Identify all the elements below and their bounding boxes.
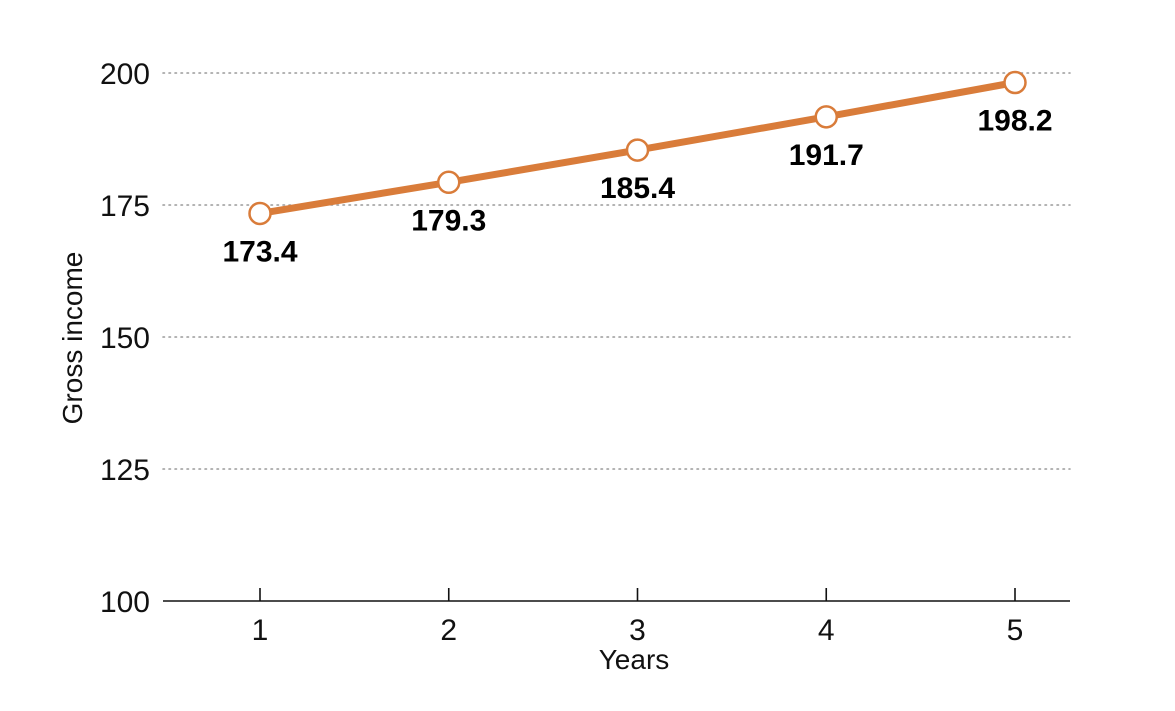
y-tick-label: 100 <box>100 586 150 619</box>
y-tick-label: 175 <box>100 190 150 223</box>
y-tick-label: 125 <box>100 454 150 487</box>
data-label: 185.4 <box>600 172 675 205</box>
x-tick-label: 5 <box>1007 614 1024 647</box>
data-labels: 173.4 179.3 185.4 191.7 198.2 <box>222 105 1052 269</box>
x-axis: 1 2 3 4 5 <box>163 588 1070 647</box>
x-axis-title: Years <box>599 644 670 675</box>
y-axis-ticks: 100 125 150 175 200 <box>100 58 150 619</box>
x-tick-label: 2 <box>440 614 457 647</box>
data-label: 191.7 <box>789 139 864 172</box>
y-axis-title: Gross income <box>57 252 88 425</box>
x-tick-label: 4 <box>818 614 835 647</box>
series-markers <box>248 70 1027 226</box>
data-point-marker <box>625 138 650 162</box>
x-tick-label: 3 <box>629 614 646 647</box>
y-tick-label: 150 <box>100 322 150 355</box>
data-label: 198.2 <box>977 105 1052 138</box>
data-point-marker <box>437 170 461 195</box>
data-point-marker <box>814 105 838 129</box>
data-label: 179.3 <box>411 204 486 237</box>
data-label: 173.4 <box>222 235 297 268</box>
data-point-marker <box>1003 70 1027 95</box>
gridlines <box>162 72 1071 470</box>
x-tick-label: 1 <box>252 614 269 647</box>
data-point-marker <box>248 201 272 226</box>
y-tick-label: 200 <box>100 58 150 91</box>
